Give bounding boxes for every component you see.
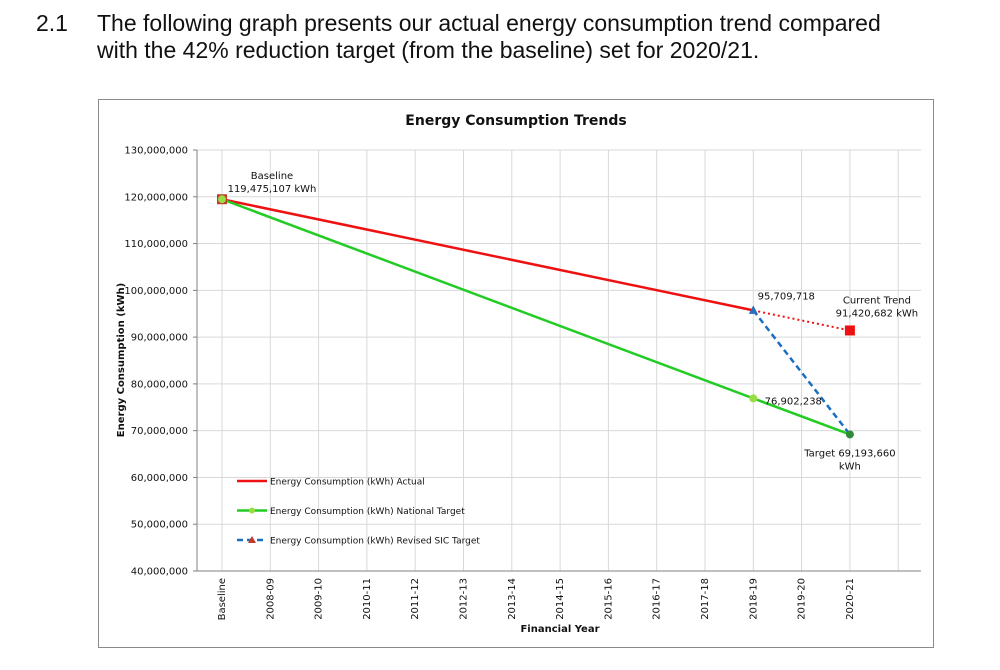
paragraph-line-1: The following graph presents our actual … (97, 10, 881, 36)
x-tick-label: 2020-21 (845, 578, 856, 620)
legend-label: Energy Consumption (kWh) National Target (270, 507, 465, 517)
data-label: Baseline (251, 171, 293, 182)
y-tick-label: 40,000,000 (131, 567, 188, 578)
y-tick-label: 110,000,000 (124, 239, 188, 250)
x-tick-label: 2016-17 (652, 578, 663, 620)
y-tick-label: 130,000,000 (124, 146, 188, 157)
series-line-2 (752, 309, 851, 436)
data-label: kWh (839, 461, 861, 472)
x-tick-label: 2019-20 (797, 578, 808, 620)
y-axis-title: Energy Consumption (kWh) (116, 283, 127, 437)
y-tick-label: 80,000,000 (131, 379, 188, 390)
paragraph-number: 2.1 (36, 10, 68, 36)
paragraph-line-2: with the 42% reduction target (from the … (97, 37, 760, 63)
x-tick-label: 2014-15 (555, 578, 566, 620)
legend-swatch-marker (248, 536, 256, 543)
data-label: Target 69,193,660 (803, 448, 895, 459)
legend-label: Energy Consumption (kWh) Revised SIC Tar… (270, 537, 480, 547)
data-label: 95,709,718 (758, 291, 815, 302)
x-tick-label: 2013-14 (507, 578, 518, 620)
y-tick-label: 70,000,000 (131, 426, 188, 437)
national-target-marker (749, 394, 758, 403)
data-label: 119,475,107 kWh (228, 184, 317, 195)
x-tick-label: 2009-10 (314, 578, 325, 620)
legend-swatch-marker (249, 507, 255, 514)
sic-target-marker (748, 305, 758, 314)
x-axis-title: Financial Year (520, 624, 599, 635)
current-trend-marker (844, 325, 855, 336)
y-tick-label: 90,000,000 (131, 333, 188, 344)
y-tick-label: 120,000,000 (124, 192, 188, 203)
x-tick-label: 2012-13 (459, 578, 470, 620)
data-label: 76,902,238 (765, 396, 822, 407)
x-tick-label: 2018-19 (748, 578, 759, 620)
chart-frame (98, 99, 934, 648)
paragraph-text: The following graph presents our actual … (97, 10, 987, 64)
data-label: Current Trend (843, 295, 911, 306)
national-target-marker (218, 195, 226, 204)
x-tick-label: 2017-18 (700, 578, 711, 620)
data-label: 91,420,682 kWh (836, 308, 918, 319)
chart-title: Energy Consumption Trends (405, 113, 626, 129)
x-tick-label: 2010-11 (362, 578, 373, 620)
x-tick-label: 2008-09 (265, 578, 276, 620)
series-line-0 (221, 198, 754, 312)
y-tick-label: 100,000,000 (124, 286, 188, 297)
y-tick-label: 50,000,000 (131, 520, 188, 531)
national-target-marker (845, 430, 854, 439)
x-tick-label: 2011-12 (410, 578, 421, 620)
x-tick-label: 2015-16 (603, 578, 614, 620)
x-tick-label: Baseline (217, 578, 228, 620)
series-line-3 (753, 309, 851, 332)
legend-label: Energy Consumption (kWh) Actual (270, 478, 425, 488)
y-tick-label: 60,000,000 (131, 473, 188, 484)
